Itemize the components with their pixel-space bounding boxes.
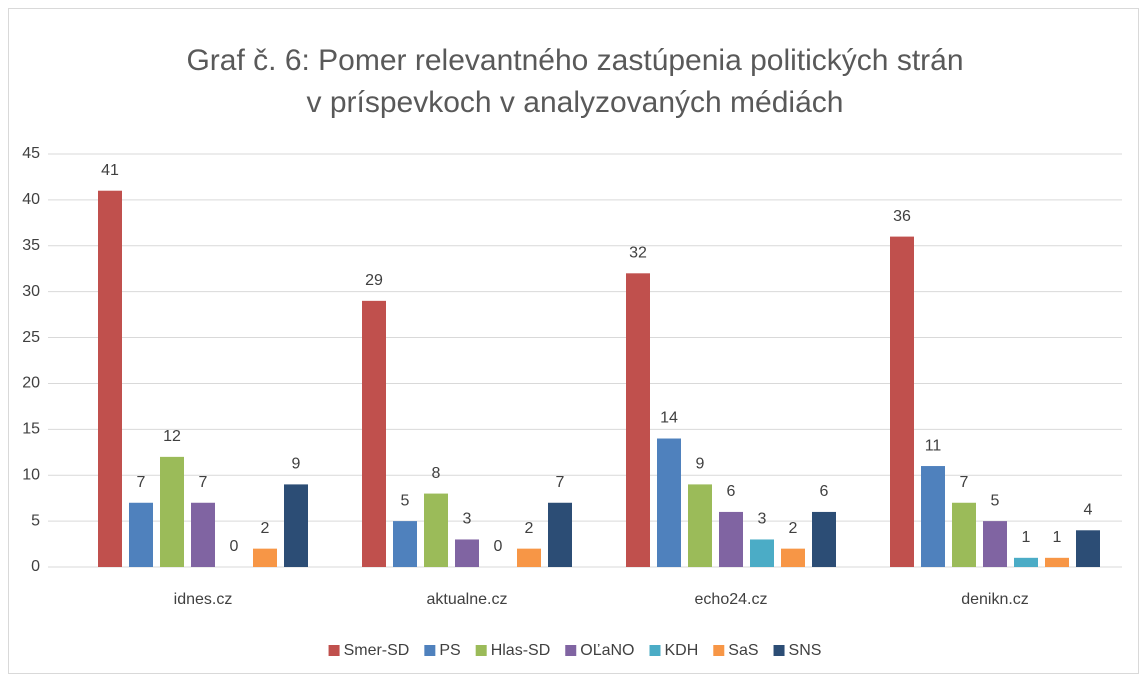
data-label: 0 <box>494 538 503 555</box>
data-label: 32 <box>629 245 647 262</box>
y-tick-label: 0 <box>31 558 40 575</box>
data-label: 0 <box>230 538 239 555</box>
data-label: 7 <box>960 474 969 491</box>
data-label: 7 <box>556 474 565 491</box>
y-tick-label: 40 <box>22 191 40 208</box>
bar <box>253 548 277 567</box>
data-label: 3 <box>758 511 767 528</box>
legend-label: SaS <box>728 642 758 659</box>
bar <box>983 521 1007 567</box>
bar <box>719 511 743 567</box>
bar <box>548 502 572 567</box>
data-label: 9 <box>696 456 705 473</box>
bar <box>455 539 479 567</box>
legend-swatch <box>475 645 487 656</box>
data-label: 8 <box>432 465 441 482</box>
legend-label: Hlas-SD <box>491 642 551 659</box>
data-label: 1 <box>1022 529 1031 546</box>
data-label: 5 <box>991 492 1000 509</box>
bar <box>657 438 681 567</box>
data-label: 9 <box>292 456 301 473</box>
y-tick-label: 15 <box>22 421 40 438</box>
bar <box>812 511 836 567</box>
legend-label: PS <box>439 642 460 659</box>
data-label: 7 <box>199 474 208 491</box>
x-tick-label: idnes.cz <box>174 591 233 608</box>
bar <box>952 502 976 567</box>
bar <box>626 273 650 567</box>
data-label: 5 <box>401 492 410 509</box>
bar <box>1076 530 1100 567</box>
y-tick-label: 35 <box>22 237 40 254</box>
legend-swatch <box>649 645 661 656</box>
legend-swatch <box>424 645 436 656</box>
legend-label: KDH <box>665 642 699 659</box>
legend-swatch <box>713 645 725 656</box>
bar <box>424 493 448 567</box>
x-tick-label: aktualne.cz <box>427 591 508 608</box>
legend-label: OĽaNO <box>580 642 634 659</box>
data-label: 11 <box>925 437 942 454</box>
y-tick-label: 45 <box>22 145 40 162</box>
bar <box>1045 557 1069 567</box>
chart-title: v príspevkoch v analyzovaných médiách <box>307 86 844 119</box>
bar <box>921 466 945 567</box>
bar <box>781 548 805 567</box>
bar <box>160 456 184 567</box>
data-label: 6 <box>727 483 736 500</box>
bar <box>393 521 417 567</box>
data-label: 7 <box>137 474 146 491</box>
data-label: 3 <box>463 511 472 528</box>
legend-swatch <box>565 645 577 656</box>
legend-label: Smer-SD <box>344 642 410 659</box>
data-label: 12 <box>163 428 181 445</box>
bar <box>362 300 386 567</box>
bar <box>890 236 914 567</box>
data-label: 29 <box>365 272 383 289</box>
bar <box>1014 557 1038 567</box>
legend-swatch <box>773 645 785 656</box>
bar <box>98 190 122 567</box>
x-tick-label: denikn.cz <box>961 591 1029 608</box>
legend-label: SNS <box>789 642 822 659</box>
bar <box>517 548 541 567</box>
chart-title: Graf č. 6: Pomer relevantného zastúpenia… <box>186 44 963 77</box>
data-label: 2 <box>525 520 534 537</box>
data-label: 6 <box>820 483 829 500</box>
data-label: 4 <box>1084 502 1093 519</box>
x-tick-label: echo24.cz <box>695 591 768 608</box>
data-label: 41 <box>101 162 119 179</box>
data-label: 2 <box>789 520 798 537</box>
y-tick-label: 5 <box>31 512 40 529</box>
bar <box>688 484 712 567</box>
bar <box>129 502 153 567</box>
y-tick-label: 10 <box>22 466 40 483</box>
data-label: 2 <box>261 520 270 537</box>
data-label: 36 <box>893 208 911 225</box>
y-tick-label: 30 <box>22 283 40 300</box>
data-label: 1 <box>1053 529 1062 546</box>
data-label: 14 <box>660 410 678 427</box>
y-tick-label: 25 <box>22 329 40 346</box>
bar <box>750 539 774 567</box>
bar <box>191 502 215 567</box>
bar <box>284 484 308 567</box>
y-tick-label: 20 <box>22 375 40 392</box>
legend-swatch <box>328 645 340 656</box>
